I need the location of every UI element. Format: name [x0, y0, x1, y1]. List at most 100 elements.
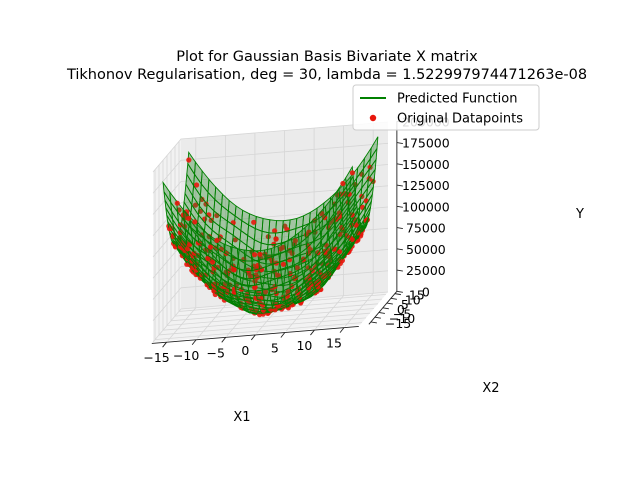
y-tick-label-5: 10 [405, 292, 421, 307]
datapoint [272, 228, 278, 234]
datapoint [210, 259, 216, 265]
z-tick-label-0: 0 [422, 284, 430, 299]
chart-title: Plot for Gaussian Basis Bivariate X matr… [66, 49, 587, 83]
y-tick-label-4: 5 [401, 297, 409, 312]
y-tick-mark-3 [382, 307, 389, 310]
datapoint [336, 249, 343, 255]
datapoint [184, 246, 191, 252]
datapoint [257, 251, 263, 257]
y-tick-mark-2 [378, 312, 385, 314]
z-grid-line-8 [152, 121, 389, 173]
z-grid-line-0 [152, 291, 389, 343]
datapoint [262, 289, 269, 295]
datapoint [214, 237, 220, 243]
y-tick-mark-5 [390, 297, 397, 300]
x-tick-label-5: 10 [296, 338, 312, 353]
y-tick-mark-4 [386, 302, 393, 305]
y-tick-label-6: 15 [409, 288, 425, 303]
grid-lines [152, 121, 389, 343]
datapoint [248, 274, 254, 280]
datapoint [191, 250, 197, 256]
x-tick-mark-5 [310, 329, 315, 336]
z-grid-line-5 [152, 185, 389, 237]
z-tick-mark-7 [396, 142, 403, 144]
x-tick-mark-0 [162, 341, 167, 348]
y-tick-mark-6 [394, 293, 401, 296]
x-tick-label-6: 15 [326, 336, 342, 351]
datapoint [186, 157, 192, 163]
x-tick-mark-2 [221, 337, 227, 343]
datapoint [232, 237, 238, 243]
datapoint [331, 246, 337, 252]
z-tick-mark-1 [396, 269, 403, 272]
x-tick-label-1: −10 [173, 348, 199, 363]
x-tick-label-0: −15 [143, 350, 169, 365]
datapoint [339, 224, 345, 231]
datapoint [227, 267, 233, 274]
surface-plot [162, 136, 379, 318]
datapoint [180, 212, 186, 218]
datapoint [251, 219, 257, 225]
x-tick-mark-3 [250, 334, 256, 341]
datapoint [349, 170, 355, 176]
z-tick-mark-5 [396, 184, 403, 187]
z-tick-label-2: 50000 [406, 242, 446, 257]
x-tick-label-4: 5 [271, 340, 279, 355]
z-tick-mark-3 [396, 227, 403, 229]
z-grid-line-6 [152, 164, 389, 215]
legend-label-datapoints: Original Datapoints [397, 112, 523, 127]
datapoint [194, 182, 200, 188]
legend-label-predicted: Predicted Function [397, 92, 517, 107]
z-tick-mark-6 [396, 163, 403, 166]
datapoint [192, 219, 198, 225]
datapoint [211, 265, 217, 271]
datapoint [252, 284, 258, 290]
datapoint [205, 255, 211, 261]
datapoint [340, 180, 346, 187]
legend-dot-swatch [369, 114, 377, 122]
datapoint [231, 267, 237, 273]
datapoint [195, 240, 201, 246]
y-tick-mark-0 [370, 321, 377, 324]
datapoint [273, 236, 279, 242]
z-tick-label-5: 125000 [402, 178, 450, 193]
datapoint [285, 288, 291, 295]
datapoint [260, 307, 266, 313]
x-tick-mark-4 [280, 332, 286, 338]
legend-frame [352, 84, 540, 131]
y-tick-mark-1 [374, 316, 381, 319]
x-tick-label-3: 0 [241, 343, 249, 358]
datapoint [192, 202, 199, 208]
x-axis-ticks: −15 −10 −5 0 5 10 15 [143, 327, 345, 365]
z-tick-mark-4 [396, 205, 403, 208]
z-tick-label-6: 150000 [402, 157, 450, 172]
datapoint [305, 285, 312, 291]
z-axis-label: Y [575, 207, 584, 222]
datapoint [174, 200, 180, 206]
x-axis-label: X1 [233, 410, 250, 425]
z-grid-line-7 [152, 142, 389, 194]
x-tick-mark-1 [191, 339, 197, 346]
z-tick-mark-0 [396, 290, 403, 293]
z-tick-label-1: 25000 [406, 263, 446, 278]
datapoint [346, 191, 352, 197]
y-axis-label: X2 [482, 381, 499, 396]
y-tick-label-1: −10 [389, 311, 415, 326]
z-tick-label-4: 100000 [402, 199, 450, 214]
datapoint [252, 252, 258, 258]
x-tick-mark-6 [339, 327, 345, 333]
datapoint [284, 293, 290, 299]
legend: Predicted Function Original Datapoints [352, 84, 540, 131]
z-tick-label-7: 175000 [402, 136, 450, 151]
chart-title-line-2: Tikhonov Regularisation, deg = 30, lambd… [66, 67, 587, 83]
datapoint [289, 302, 295, 308]
datapoint [177, 230, 183, 236]
datapoint [274, 272, 280, 278]
datapoint [336, 210, 343, 216]
datapoint [280, 261, 286, 267]
y-tick-label-2: −5 [393, 306, 411, 321]
z-tick-mark-2 [396, 248, 403, 251]
datapoint [186, 215, 192, 221]
datapoint [292, 238, 298, 244]
